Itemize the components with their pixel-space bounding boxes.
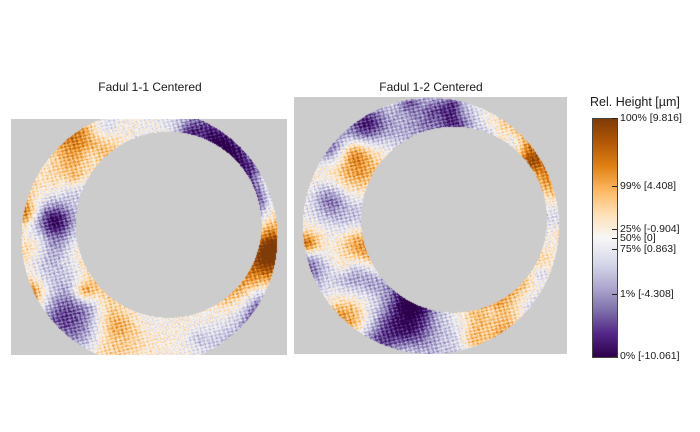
colorbar-tick-mark <box>612 118 617 119</box>
colorbar-tick-mark <box>612 356 617 357</box>
colorbar-tick-label: 0% [-10.061] <box>620 350 680 362</box>
colorbar-tick-label: 1% [-4.308] <box>620 288 674 301</box>
colorbar-tick-label: 100% [9.816] <box>620 112 682 124</box>
colorbar-tick-mark <box>612 238 617 240</box>
colorbar-tick-label: 50% [0] <box>620 232 656 245</box>
surface-heatmap <box>11 119 287 355</box>
legend-title: Rel. Height [µm] <box>590 95 680 109</box>
colorbar-tick-label: 75% [0.863] <box>620 242 677 255</box>
surface-heatmap <box>294 97 567 354</box>
colorbar-tick-mark <box>612 186 617 188</box>
panel-title: Fadul 1-1 Centered <box>98 80 202 94</box>
colorbar-tick-mark <box>612 229 617 231</box>
colorbar-tick-mark <box>612 248 617 250</box>
colorbar-tick-label: 99% [4.408] <box>620 180 677 193</box>
panel-title: Fadul 1-2 Centered <box>379 80 483 94</box>
colorbar-tick-mark <box>612 294 617 296</box>
colorbar <box>592 118 618 358</box>
colorbar-tick-label: 25% [-0.904] <box>620 223 680 236</box>
